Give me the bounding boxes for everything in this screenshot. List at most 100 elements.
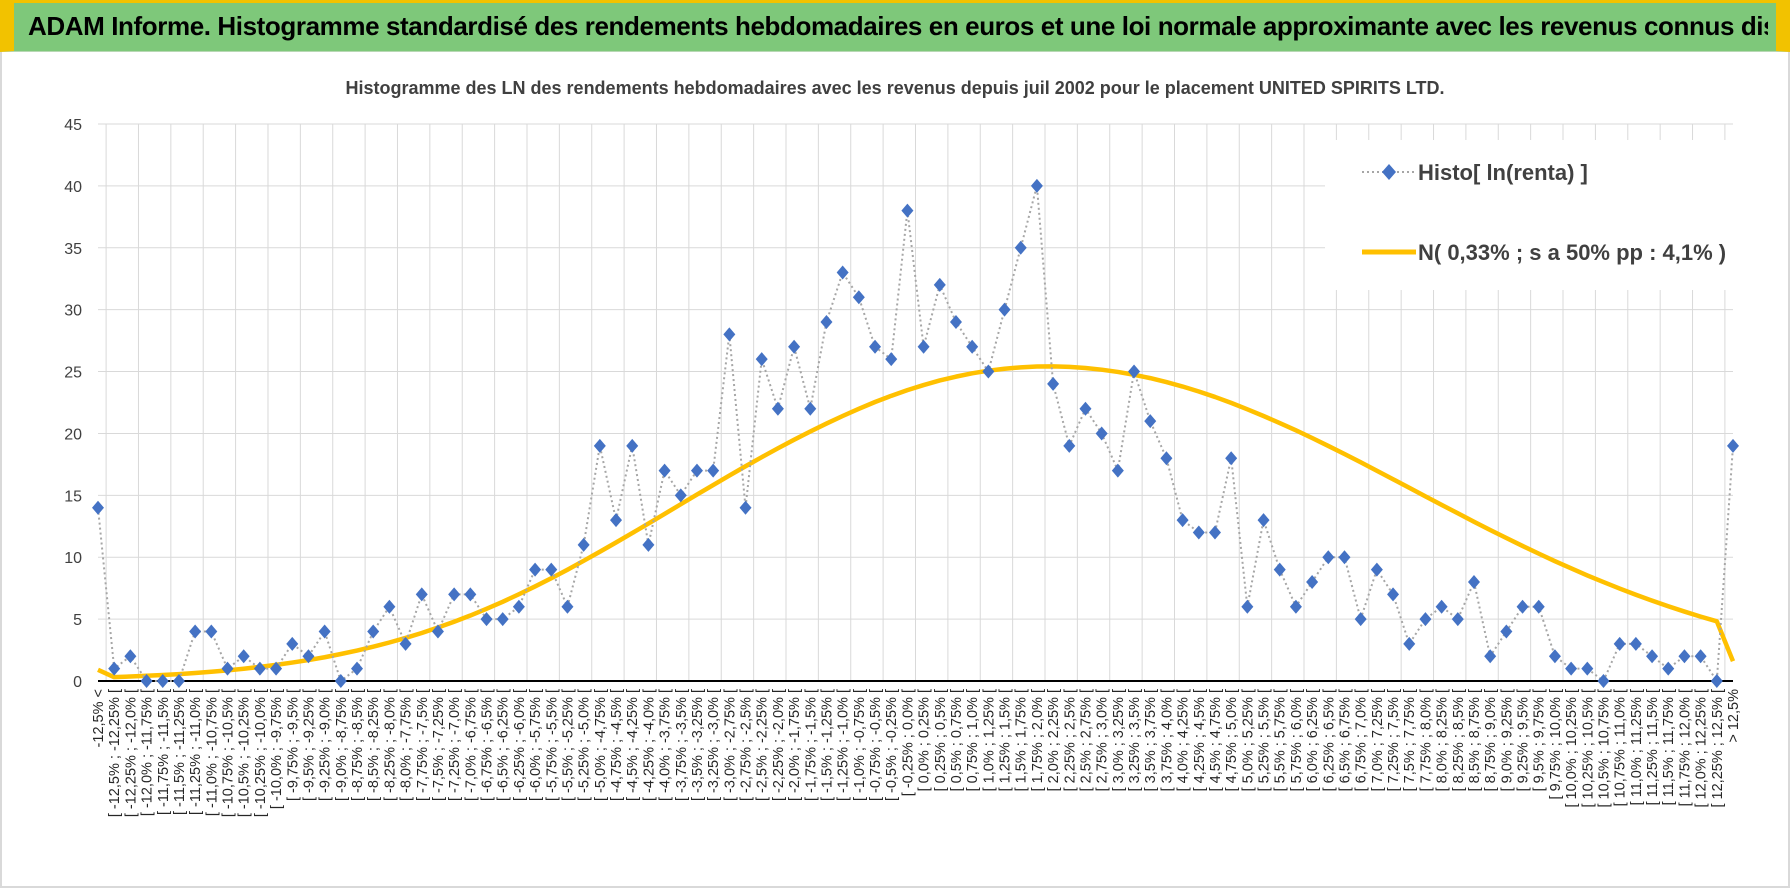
x-tick-label: [ -0,75% ; -0,5% [ [868,689,884,801]
x-tick-label: [ -1,0% ; -0,75% [ [852,689,868,801]
data-point [1225,451,1238,466]
x-tick-label: [ 9,5% ; 9,75% [ [1532,689,1548,791]
x-tick-label: [ -2,25% ; -2,0% [ [771,689,787,801]
data-point [1694,649,1707,664]
x-tick-label: [ 8,5% ; 8,75% [ [1467,689,1483,791]
x-tick-label: [ -7,25% ; -7,0% [ [447,689,463,801]
x-tick-label: [ -10,0% ; -9,75% [ [269,689,285,809]
x-tick-label: [ -7,5% ; -7,25% [ [431,689,447,801]
x-tick-label: [ -4,25% ; -4,0% [ [641,689,657,801]
x-tick-label: [ 3,75% ; 4,0% [ [1159,689,1175,791]
data-point [788,339,801,354]
x-tick-label: [ -6,25% ; -6,0% [ [512,689,528,801]
data-point [1063,438,1076,453]
x-tick-label: [ 7,5% ; 7,75% [ [1402,689,1418,791]
data-point [270,661,283,676]
vertical-gridlines [105,124,1726,681]
x-tick-label: [ 3,25% ; 3,5% [ [1127,689,1143,791]
x-tick-label: [ -9,5% ; -9,25% [ [301,689,317,801]
data-point [820,315,833,330]
header-banner: ADAM Informe. Histogramme standardisé de… [0,0,1790,52]
data-point [1597,674,1610,688]
data-point [1484,649,1497,664]
data-point [172,674,185,688]
x-tick-label: [ -0,25% ; 0,0% [ [900,689,916,796]
x-tick-label: [ -0,5% ; -0,25% [ [884,689,900,801]
data-point [626,438,639,453]
x-tick-label: [ 6,5% ; 6,75% [ [1337,689,1353,791]
data-point [205,624,218,639]
data-point [1500,624,1513,639]
x-tick-label: [ 5,5% ; 5,75% [ [1273,689,1289,791]
data-point [1467,574,1480,589]
y-tick-label: 5 [73,612,82,629]
legend-normal-label: N( 0,33% ; s a 50% pp : 4,1% ) [1418,240,1726,265]
data-point [156,674,169,688]
data-point [998,302,1011,317]
x-tick-label: [ 0,0% ; 0,25% [ [917,689,933,791]
data-point [1565,661,1578,676]
data-point [1613,636,1626,651]
x-tick-label: [ -7,75% ; -7,5% [ [415,689,431,801]
y-tick-label: 20 [64,426,82,443]
data-point [561,599,574,614]
data-point [1144,414,1157,429]
x-tick-label: [ 1,5% ; 1,75% [ [1014,689,1030,791]
x-tick-label: [ 11,75% ; 12,0% [ [1677,689,1693,806]
data-point [739,500,752,515]
y-axis: 0 5 10 15 20 25 30 35 40 45 [64,117,82,691]
data-point [1128,364,1141,379]
x-tick-label: [ -10,75% ; -10,5% [ [221,689,237,817]
data-point [1338,550,1351,565]
data-point [1435,599,1448,614]
data-point [949,315,962,330]
series-line-normal [97,364,1736,680]
x-tick-label: [ -5,25% ; -5,0% [ [577,689,593,801]
data-point [383,599,396,614]
x-tick-label: [ 2,75% ; 3,0% [ [1095,689,1111,791]
x-tick-label: [ 0,75% ; 1,0% [ [965,689,981,791]
series-line-histo [97,185,1734,685]
data-point [351,661,364,676]
data-point [1548,649,1561,664]
data-point [92,500,104,515]
x-tick-label: [ 1,0% ; 1,25% [ [981,689,997,791]
data-point [917,339,930,354]
data-point [1532,599,1545,614]
data-point [1451,612,1464,627]
x-tick-label: [ -11,75% ; -11,5% [ [156,689,172,815]
x-tick-label: [ 6,0% ; 6,25% [ [1305,689,1321,791]
x-tick-label: [ -5,5% ; -5,25% [ [560,689,576,801]
data-point [723,327,736,342]
data-point [642,537,655,552]
data-point [1241,599,1254,614]
x-tick-label: [ -9,0% ; -8,75% [ [334,689,350,801]
x-tick-label: [ -8,0% ; -7,75% [ [399,689,415,801]
x-tick-label: [ 5,25% ; 5,5% [ [1257,689,1273,791]
x-tick-label: [ -11,5% ; -11,25% [ [172,689,188,815]
legend-background [1325,140,1765,290]
data-point [189,624,202,639]
x-tick-label: [ 9,0% ; 9,25% [ [1499,689,1515,791]
x-tick-label: [ -3,5% ; -3,25% [ [690,689,706,801]
data-point [253,661,266,676]
x-tick-label: [ -4,0% ; -3,75% [ [658,689,674,801]
x-tick-label: [ -12,0% ; -11,75% [ [140,689,156,816]
data-point [529,562,542,577]
x-tick-label: [ 8,0% ; 8,25% [ [1435,689,1451,791]
x-tick-label: [ 6,75% ; 7,0% [ [1354,689,1370,791]
data-point [415,587,428,602]
data-point [1192,525,1205,540]
data-point [1257,513,1270,528]
data-point [577,537,590,552]
data-point [593,438,606,453]
data-point [1289,599,1302,614]
x-tick-label: [ 5,75% ; 6,0% [ [1289,689,1305,791]
x-tick-label: [ 10,5% ; 10,75% [ [1596,689,1612,808]
data-point [512,599,525,614]
x-tick-label: [ 10,0% ; 10,25% [ [1564,689,1580,808]
data-point [933,277,946,292]
x-tick-label: [ 11,25% ; 11,5% [ [1645,689,1661,805]
data-point [545,562,558,577]
x-tick-label: [ -8,75% ; -8,5% [ [350,689,366,801]
